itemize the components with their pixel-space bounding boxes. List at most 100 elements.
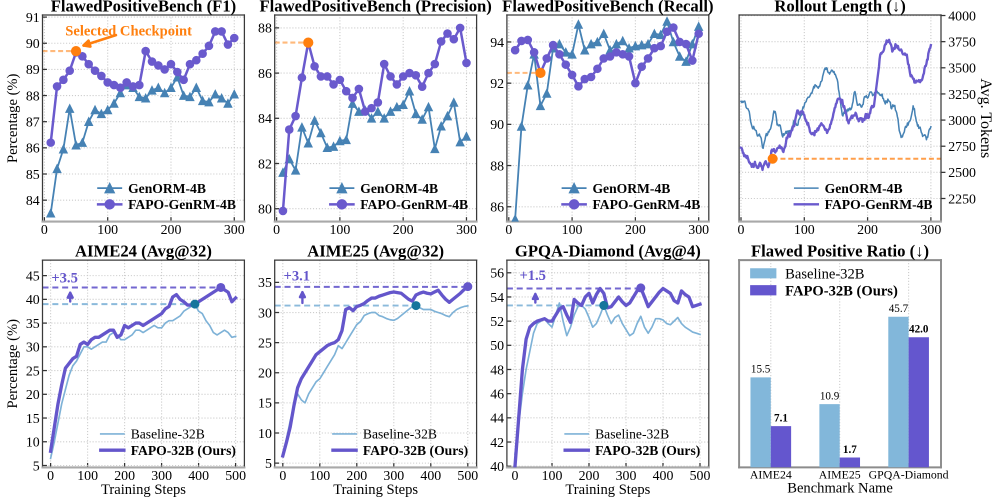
svg-text:25: 25 xyxy=(258,336,272,351)
svg-text:AIME24 (Avg@32): AIME24 (Avg@32) xyxy=(75,241,212,260)
svg-text:+3.1: +3.1 xyxy=(284,269,311,285)
svg-text:86: 86 xyxy=(258,67,272,82)
svg-text:100: 100 xyxy=(97,223,118,238)
svg-text:7.1: 7.1 xyxy=(774,412,788,424)
svg-text:46: 46 xyxy=(490,387,504,402)
svg-text:FAPO-GenRM-4B: FAPO-GenRM-4B xyxy=(825,197,933,212)
svg-text:0: 0 xyxy=(512,469,519,484)
svg-text:84: 84 xyxy=(26,194,40,209)
svg-text:Avg. Tokens: Avg. Tokens xyxy=(977,78,994,158)
svg-text:Benchmark Name: Benchmark Name xyxy=(787,480,893,496)
svg-text:89: 89 xyxy=(26,63,40,78)
svg-text:200: 200 xyxy=(393,223,414,238)
svg-text:Selected Checkpoint: Selected Checkpoint xyxy=(65,24,192,40)
svg-text:GenORM-4B: GenORM-4B xyxy=(825,181,903,196)
svg-text:35: 35 xyxy=(26,317,40,332)
svg-text:42: 42 xyxy=(490,436,504,451)
svg-text:92: 92 xyxy=(490,77,504,92)
svg-text:FAPO-32B (Ours): FAPO-32B (Ours) xyxy=(131,443,236,459)
svg-text:GenORM-4B: GenORM-4B xyxy=(592,181,670,196)
svg-text:200: 200 xyxy=(857,223,878,238)
svg-text:GenORM-4B: GenORM-4B xyxy=(128,181,206,196)
svg-text:300: 300 xyxy=(616,469,637,484)
svg-text:FlawedPositiveBench (Recall): FlawedPositiveBench (Recall) xyxy=(502,0,713,15)
svg-text:300: 300 xyxy=(224,223,245,238)
svg-text:AIME25 (Avg@32): AIME25 (Avg@32) xyxy=(307,241,444,260)
svg-text:Training Steps: Training Steps xyxy=(565,482,650,498)
svg-text:82: 82 xyxy=(258,157,272,172)
svg-text:FAPO-GenRM-4B: FAPO-GenRM-4B xyxy=(128,197,236,212)
svg-text:+1.5: +1.5 xyxy=(519,268,546,284)
svg-text:40: 40 xyxy=(26,293,40,308)
svg-text:AIME25: AIME25 xyxy=(819,467,861,481)
svg-text:3250: 3250 xyxy=(948,88,976,103)
svg-text:0: 0 xyxy=(738,223,745,238)
svg-text:0: 0 xyxy=(273,223,280,238)
svg-text:100: 100 xyxy=(77,469,98,484)
svg-text:56: 56 xyxy=(490,267,504,282)
svg-text:10: 10 xyxy=(26,436,40,451)
svg-text:48: 48 xyxy=(490,363,504,378)
svg-text:15.5: 15.5 xyxy=(751,364,771,376)
svg-text:100: 100 xyxy=(794,223,815,238)
svg-text:200: 200 xyxy=(625,223,646,238)
svg-text:Baseline-32B: Baseline-32B xyxy=(785,266,865,282)
svg-text:1.7: 1.7 xyxy=(843,444,857,456)
svg-text:AIME24: AIME24 xyxy=(750,467,792,481)
svg-text:500: 500 xyxy=(457,469,478,484)
svg-text:44: 44 xyxy=(490,412,504,427)
svg-text:45.7: 45.7 xyxy=(889,303,909,315)
svg-text:200: 200 xyxy=(161,223,182,238)
svg-text:+3.5: +3.5 xyxy=(51,270,78,286)
svg-text:30: 30 xyxy=(258,306,272,321)
svg-text:FlawedPositiveBench (F1): FlawedPositiveBench (F1) xyxy=(51,0,237,15)
svg-text:20: 20 xyxy=(26,388,40,403)
svg-text:FAPO-GenRM-4B: FAPO-GenRM-4B xyxy=(360,197,468,212)
svg-text:Rollout Length (↓): Rollout Length (↓) xyxy=(774,0,905,15)
svg-text:50: 50 xyxy=(490,339,504,354)
svg-text:Baseline-32B: Baseline-32B xyxy=(131,427,205,442)
svg-text:Training Steps: Training Steps xyxy=(333,482,418,498)
svg-text:88: 88 xyxy=(258,22,272,37)
svg-text:0: 0 xyxy=(41,223,48,238)
svg-text:10: 10 xyxy=(258,427,272,442)
svg-text:100: 100 xyxy=(329,223,350,238)
svg-text:15: 15 xyxy=(26,412,40,427)
svg-text:3750: 3750 xyxy=(948,35,976,50)
svg-text:90: 90 xyxy=(26,37,40,52)
svg-text:FAPO-GenRM-4B: FAPO-GenRM-4B xyxy=(592,197,700,212)
svg-text:2500: 2500 xyxy=(948,166,976,181)
svg-text:88: 88 xyxy=(26,89,40,104)
svg-text:42.0: 42.0 xyxy=(909,324,929,336)
svg-text:300: 300 xyxy=(151,469,172,484)
svg-text:300: 300 xyxy=(920,223,941,238)
svg-text:Flawed Positive Ratio (↓): Flawed Positive Ratio (↓) xyxy=(751,242,929,261)
svg-text:40: 40 xyxy=(490,460,504,475)
svg-text:500: 500 xyxy=(690,469,711,484)
svg-text:Baseline-32B: Baseline-32B xyxy=(595,427,669,442)
svg-text:FAPO-32B (Ours): FAPO-32B (Ours) xyxy=(785,283,898,299)
svg-text:200: 200 xyxy=(114,469,135,484)
svg-text:GenORM-4B: GenORM-4B xyxy=(360,181,438,196)
svg-text:90: 90 xyxy=(490,118,504,133)
svg-text:91: 91 xyxy=(26,11,40,26)
svg-text:Percentage (%): Percentage (%) xyxy=(5,73,21,163)
svg-text:80: 80 xyxy=(258,203,272,218)
svg-text:88: 88 xyxy=(490,159,504,174)
svg-text:2250: 2250 xyxy=(948,192,976,207)
svg-text:0: 0 xyxy=(47,469,54,484)
svg-text:300: 300 xyxy=(383,469,404,484)
svg-text:0: 0 xyxy=(279,469,286,484)
svg-text:FAPO-32B (Ours): FAPO-32B (Ours) xyxy=(595,443,700,459)
svg-text:35: 35 xyxy=(258,276,272,291)
svg-text:400: 400 xyxy=(188,469,209,484)
svg-text:400: 400 xyxy=(420,469,441,484)
svg-text:3500: 3500 xyxy=(948,62,976,77)
svg-text:86: 86 xyxy=(490,201,504,216)
svg-text:500: 500 xyxy=(225,469,246,484)
svg-text:20: 20 xyxy=(258,367,272,382)
svg-text:100: 100 xyxy=(562,223,583,238)
svg-text:FAPO-32B (Ours): FAPO-32B (Ours) xyxy=(363,443,468,459)
svg-text:200: 200 xyxy=(346,469,367,484)
svg-text:Baseline-32B: Baseline-32B xyxy=(363,427,437,442)
